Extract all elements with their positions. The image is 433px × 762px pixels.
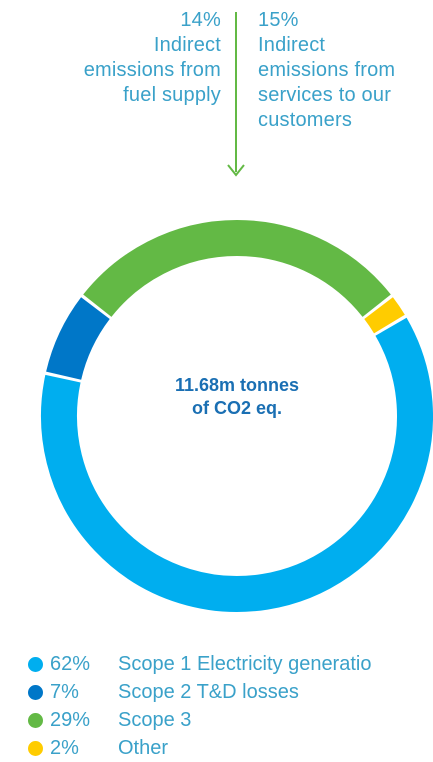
legend-percent: 7% — [50, 681, 79, 703]
legend-label: Scope 3 — [118, 709, 192, 731]
legend-dot — [28, 657, 43, 672]
donut-segment-scope2 — [46, 297, 111, 381]
donut-segment-scope3 — [83, 220, 391, 318]
legend-item-scope3: 29% Scope 3 — [0, 706, 433, 734]
legend-dot — [28, 713, 43, 728]
legend-label: Other — [118, 737, 169, 759]
annotation-customer-services-line: services to our — [258, 84, 392, 106]
center-label-line1: 11.68m tonnes — [175, 375, 299, 395]
legend-dot — [28, 685, 43, 700]
donut-segment-scope1 — [41, 317, 433, 612]
divider-arrow-head — [227, 164, 245, 177]
legend-label: Scope 2 T&D losses — [118, 681, 299, 703]
annotation-customer-services-line: emissions from — [258, 59, 396, 81]
annotation-customer-services: 15% Indirect emissions from services to … — [258, 8, 395, 133]
center-label-line2: of CO2 eq. — [192, 398, 282, 418]
legend-item-scope1: 62% Scope 1 Electricity generatio — [0, 650, 433, 678]
annotation-fuel-supply-line: fuel supply — [123, 84, 221, 106]
donut-segment-other — [364, 297, 405, 334]
donut-ring — [41, 220, 433, 612]
legend-label: Scope 1 Electricity generatio — [118, 653, 372, 675]
annotation-fuel-supply: 14% Indirect emissions from fuel supply — [84, 8, 221, 108]
donut-chart: 11.68m tonnes of CO2 eq. — [41, 12, 433, 612]
annotation-customer-services-line: customers — [258, 109, 353, 131]
annotation-customer-services-percent: 15% — [258, 9, 299, 31]
legend-percent: 62% — [50, 653, 91, 675]
annotation-fuel-supply-line: emissions from — [83, 59, 221, 81]
legend-percent: 2% — [50, 737, 79, 759]
annotation-customer-services-line: Indirect — [258, 34, 326, 56]
legend-percent: 29% — [50, 709, 91, 731]
legend-dot — [28, 741, 43, 756]
legend-item-scope2: 7% Scope 2 T&D losses — [0, 678, 433, 706]
annotation-fuel-supply-percent: 14% — [180, 9, 221, 31]
legend-item-other: 2% Other — [0, 734, 433, 762]
annotation-fuel-supply-line: Indirect — [153, 34, 221, 56]
